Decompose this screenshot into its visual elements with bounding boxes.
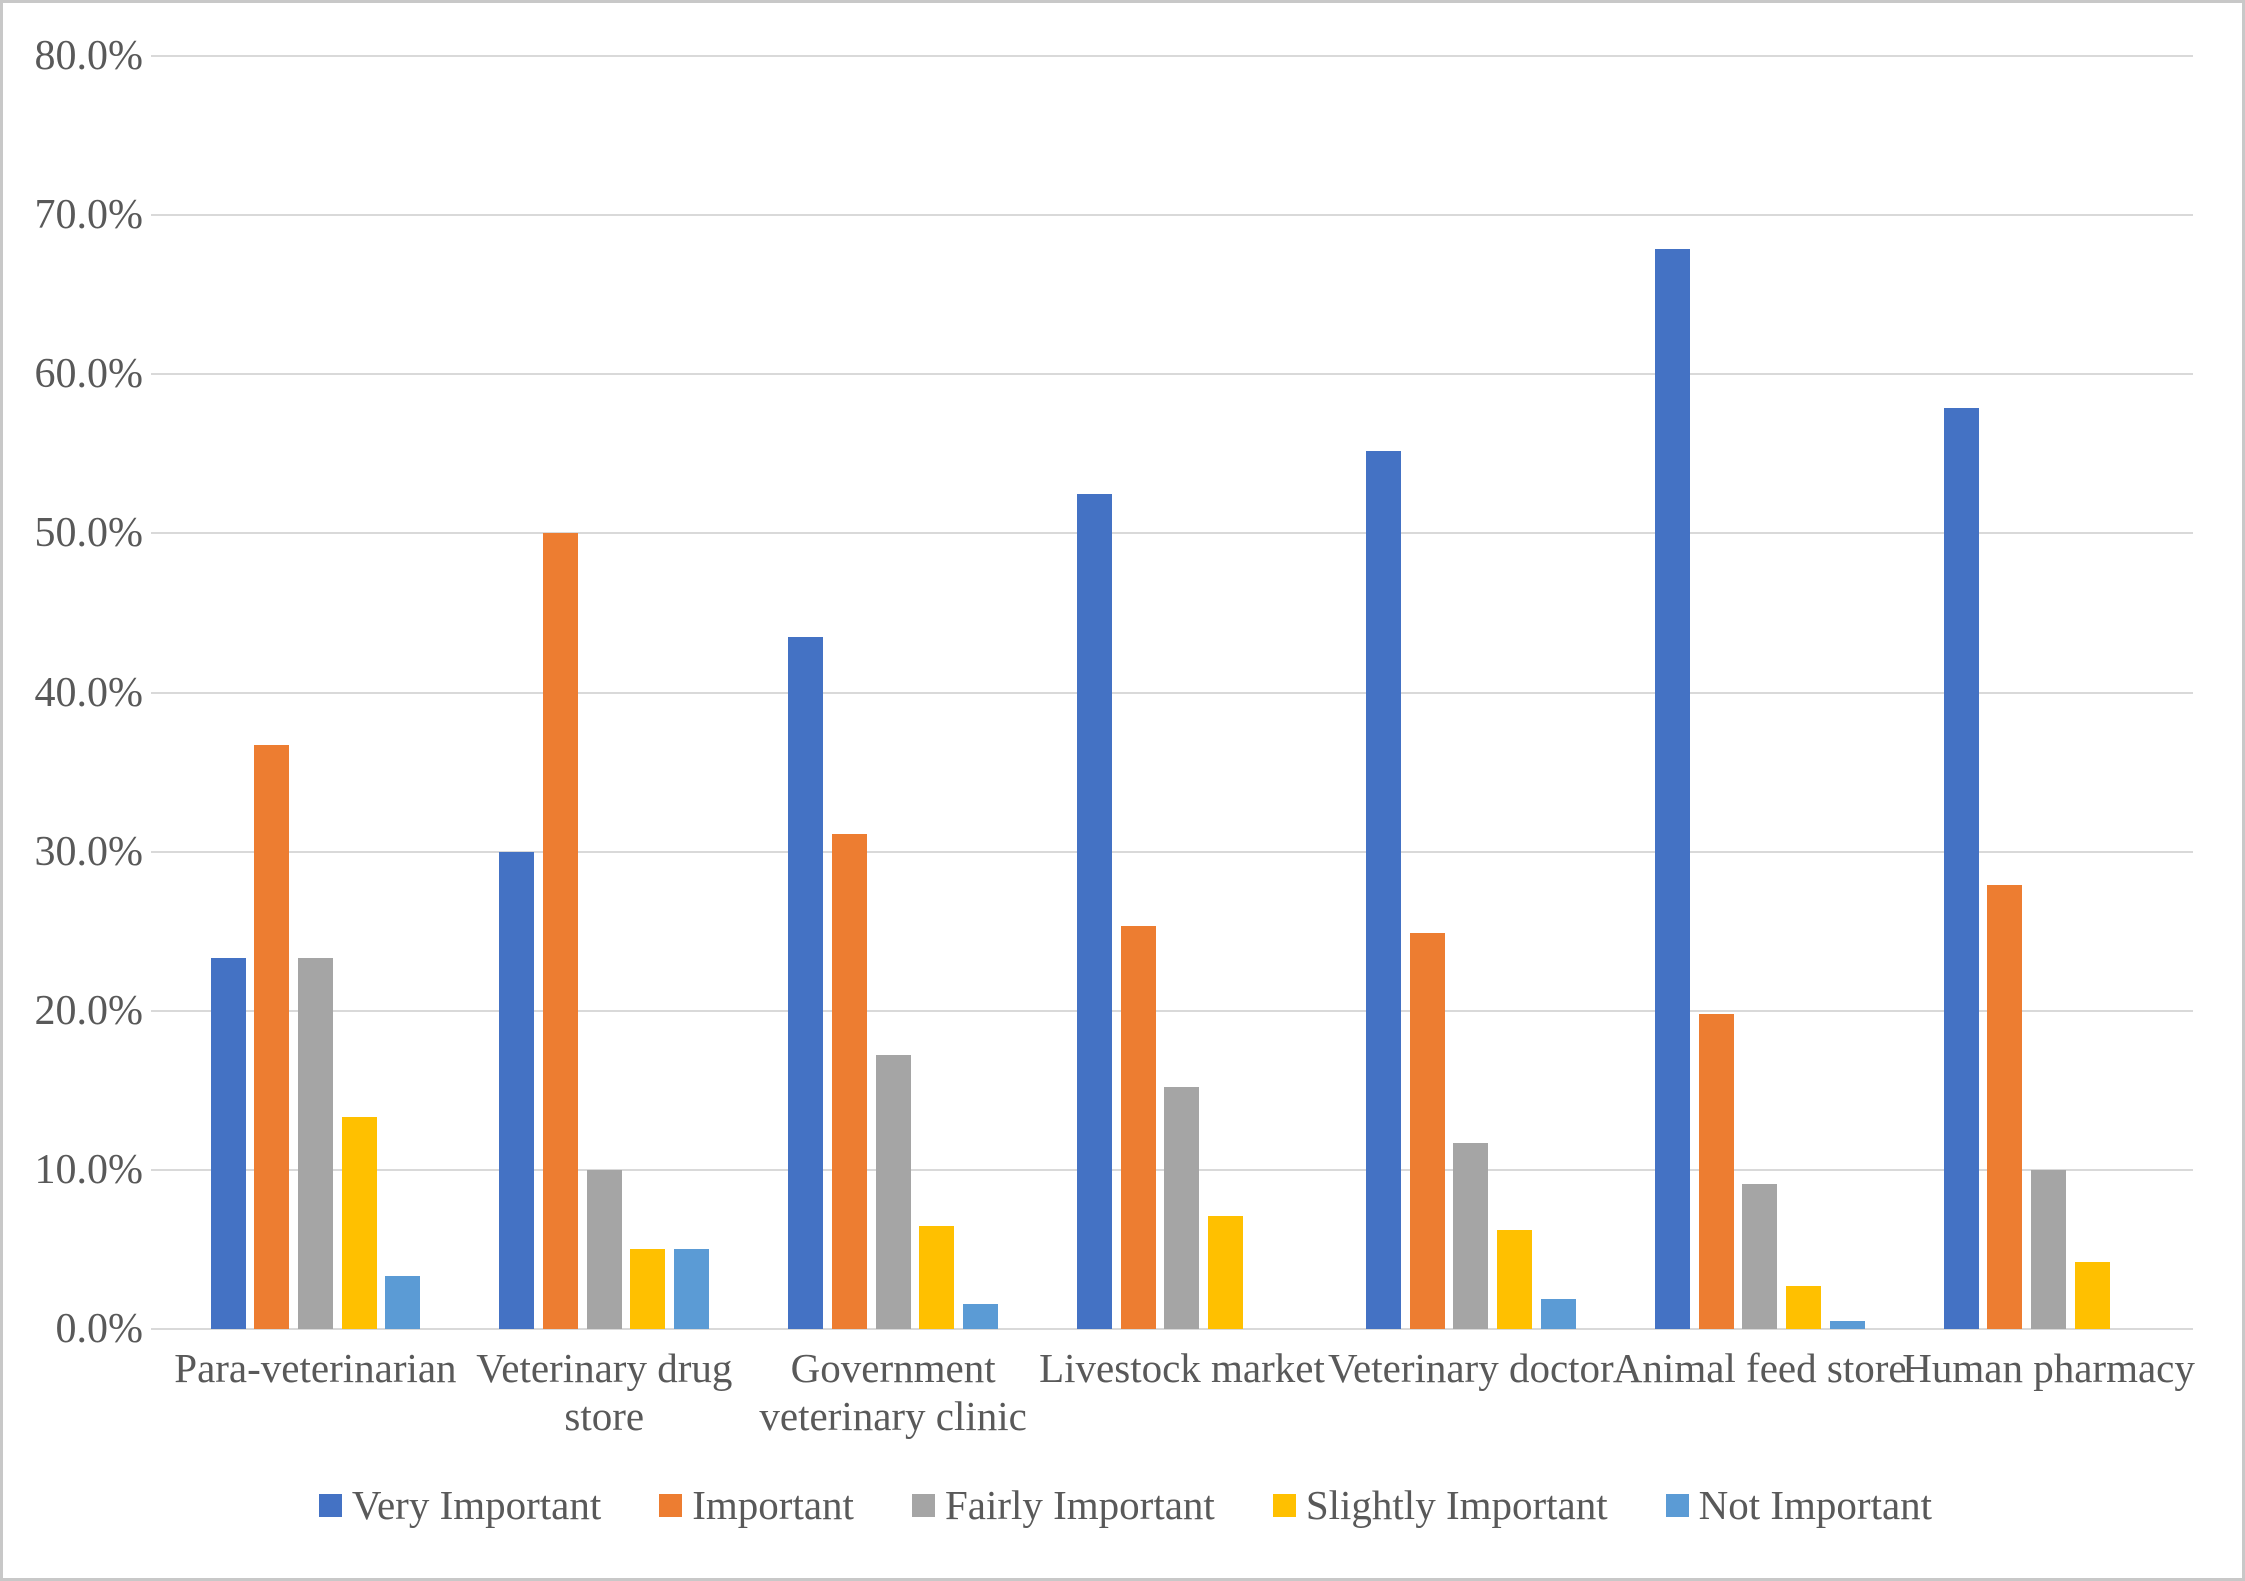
x-axis-label-animal-feed-store: Animal feed store bbox=[1612, 1345, 1907, 1391]
bar-livestock-market-fairly-important bbox=[1164, 1087, 1200, 1329]
bar-animal-feed-store-not-important bbox=[1829, 1321, 1865, 1329]
legend-label-slightly-important: Slightly Important bbox=[1305, 1482, 1608, 1528]
y-tick-mark-50 bbox=[151, 532, 171, 535]
legend-item-fairly-important: Fairly Important bbox=[911, 1481, 1215, 1529]
y-axis-label-0: 0.0% bbox=[55, 1306, 144, 1352]
gridline-20 bbox=[171, 1009, 2193, 1012]
y-tick-mark-20 bbox=[151, 1009, 171, 1012]
y-tick-mark-60 bbox=[151, 373, 171, 376]
bar-veterinary-doctor-important bbox=[1409, 933, 1445, 1329]
bar-government-veterinary-clinic-fairly-important bbox=[875, 1055, 911, 1329]
bar-livestock-market-very-important bbox=[1077, 494, 1113, 1329]
bar-government-veterinary-clinic-important bbox=[831, 834, 867, 1329]
bar-animal-feed-store-very-important bbox=[1654, 249, 1690, 1329]
bar-para-veterinarian-very-important bbox=[210, 958, 246, 1329]
gridline-30 bbox=[171, 850, 2193, 853]
x-axis-label-livestock-market: Livestock market bbox=[1039, 1345, 1325, 1391]
legend-swatch-very-important bbox=[318, 1493, 342, 1517]
bar-veterinary-drug-store-fairly-important bbox=[586, 1170, 622, 1329]
bar-group-livestock-market bbox=[1077, 56, 1287, 1329]
bar-para-veterinarian-important bbox=[254, 745, 290, 1329]
legend-item-very-important: Very Important bbox=[318, 1481, 602, 1529]
y-axis-label-60: 60.0% bbox=[34, 351, 144, 398]
y-axis-label-30: 30.0% bbox=[34, 828, 144, 875]
x-axis-label-veterinary-doctor: Veterinary doctor bbox=[1327, 1345, 1614, 1391]
bar-group-veterinary-drug-store bbox=[499, 56, 710, 1329]
gridline-0 bbox=[171, 1328, 2193, 1330]
y-axis-label-80: 80.0% bbox=[34, 33, 144, 79]
y-axis-label-10: 10.0% bbox=[34, 1146, 144, 1193]
plot-area bbox=[151, 55, 2193, 1330]
legend-item-slightly-important: Slightly Important bbox=[1272, 1481, 1608, 1529]
y-tick-mark-80 bbox=[151, 55, 171, 57]
bar-veterinary-drug-store-important bbox=[543, 533, 579, 1329]
bar-human-pharmacy-fairly-important bbox=[2031, 1170, 2067, 1329]
legend-item-important: Important bbox=[659, 1481, 854, 1529]
legend-swatch-slightly-important bbox=[1272, 1493, 1296, 1517]
bar-group-human-pharmacy bbox=[1943, 56, 2154, 1329]
y-tick-mark-10 bbox=[151, 1168, 171, 1171]
bar-veterinary-doctor-slightly-important bbox=[1497, 1230, 1533, 1329]
bar-human-pharmacy-slightly-important bbox=[2074, 1262, 2110, 1329]
y-tick-mark-30 bbox=[151, 850, 171, 853]
bar-veterinary-doctor-very-important bbox=[1365, 451, 1401, 1329]
y-axis-label-40: 40.0% bbox=[34, 669, 144, 716]
bar-livestock-market-important bbox=[1120, 926, 1156, 1329]
y-axis-label-50: 50.0% bbox=[34, 510, 144, 557]
legend-label-important: Important bbox=[692, 1482, 854, 1528]
y-tick-mark-70 bbox=[151, 214, 171, 217]
legend-label-not-important: Not Important bbox=[1698, 1482, 1933, 1528]
bar-animal-feed-store-fairly-important bbox=[1742, 1184, 1778, 1329]
bar-government-veterinary-clinic-very-important bbox=[788, 637, 824, 1329]
gridline-60 bbox=[171, 373, 2193, 376]
x-axis-label-human-pharmacy: Human pharmacy bbox=[1902, 1345, 2195, 1391]
gridline-80 bbox=[171, 55, 2193, 57]
bar-government-veterinary-clinic-not-important bbox=[963, 1304, 999, 1329]
x-axis-label-para-veterinarian: Para-veterinarian bbox=[174, 1345, 457, 1391]
legend-label-very-important: Very Important bbox=[351, 1482, 602, 1528]
legend-swatch-not-important bbox=[1665, 1493, 1689, 1517]
legend: Very Important Important Fairly Important S… bbox=[3, 1481, 2242, 1529]
bar-human-pharmacy-very-important bbox=[1943, 408, 1979, 1329]
bar-livestock-market-slightly-important bbox=[1208, 1216, 1244, 1329]
bar-veterinary-drug-store-not-important bbox=[674, 1249, 710, 1329]
gridline-50 bbox=[171, 532, 2193, 535]
y-tick-mark-40 bbox=[151, 691, 171, 694]
bar-group-veterinary-doctor bbox=[1365, 56, 1576, 1329]
legend-label-fairly-important: Fairly Important bbox=[944, 1482, 1215, 1528]
gridline-40 bbox=[171, 691, 2193, 694]
bar-human-pharmacy-important bbox=[1987, 885, 2023, 1329]
x-axis-label-veterinary-drug-store: Veterinary drug store bbox=[476, 1345, 733, 1439]
bar-para-veterinarian-slightly-important bbox=[341, 1117, 377, 1329]
bar-government-veterinary-clinic-slightly-important bbox=[919, 1226, 955, 1329]
legend-item-not-important: Not Important bbox=[1665, 1481, 1933, 1529]
legend-swatch-important bbox=[659, 1493, 683, 1517]
y-tick-mark-0 bbox=[151, 1328, 171, 1330]
bar-para-veterinarian-not-important bbox=[385, 1276, 421, 1329]
bar-veterinary-doctor-not-important bbox=[1540, 1299, 1576, 1329]
bar-group-para-veterinarian bbox=[210, 56, 421, 1329]
bar-group-animal-feed-store bbox=[1654, 56, 1865, 1329]
y-axis-label-20: 20.0% bbox=[34, 987, 144, 1034]
y-axis-label-70: 70.0% bbox=[34, 192, 144, 239]
bar-group-government-veterinary-clinic bbox=[788, 56, 999, 1329]
bar-animal-feed-store-important bbox=[1698, 1014, 1734, 1329]
bar-animal-feed-store-slightly-important bbox=[1785, 1286, 1821, 1329]
gridline-70 bbox=[171, 214, 2193, 217]
bar-veterinary-doctor-fairly-important bbox=[1453, 1143, 1489, 1329]
bar-para-veterinarian-fairly-important bbox=[297, 958, 333, 1329]
legend-swatch-fairly-important bbox=[911, 1493, 935, 1517]
bar-veterinary-drug-store-very-important bbox=[499, 852, 535, 1329]
bar-veterinary-drug-store-slightly-important bbox=[630, 1249, 666, 1329]
x-axis-label-government-veterinary-clinic: Government veterinary clinic bbox=[759, 1345, 1027, 1439]
